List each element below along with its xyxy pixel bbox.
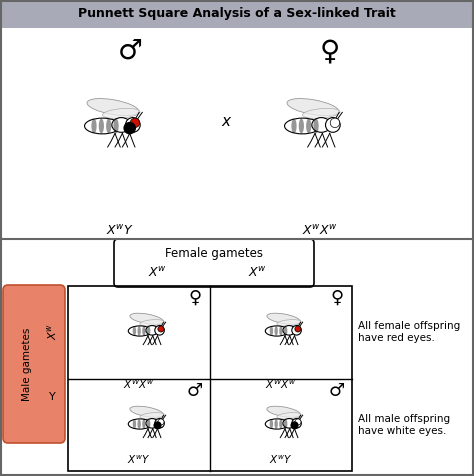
Ellipse shape bbox=[140, 319, 164, 326]
Ellipse shape bbox=[87, 99, 139, 116]
Ellipse shape bbox=[265, 419, 288, 429]
Ellipse shape bbox=[137, 326, 141, 336]
Text: x: x bbox=[221, 113, 230, 129]
Ellipse shape bbox=[299, 119, 304, 133]
Ellipse shape bbox=[277, 413, 301, 419]
Text: $X^w$: $X^w$ bbox=[248, 266, 267, 280]
Text: ♂: ♂ bbox=[118, 37, 143, 65]
Ellipse shape bbox=[140, 413, 164, 419]
Circle shape bbox=[155, 418, 164, 428]
Text: $X^WX^w$: $X^WX^w$ bbox=[123, 377, 155, 391]
Ellipse shape bbox=[274, 326, 278, 336]
Ellipse shape bbox=[284, 326, 287, 336]
Ellipse shape bbox=[279, 419, 283, 429]
Ellipse shape bbox=[267, 406, 301, 417]
Ellipse shape bbox=[99, 119, 104, 133]
Circle shape bbox=[126, 118, 140, 132]
Circle shape bbox=[158, 419, 164, 425]
Text: All male offspring
have white eyes.: All male offspring have white eyes. bbox=[358, 414, 450, 436]
Ellipse shape bbox=[306, 119, 311, 133]
Ellipse shape bbox=[270, 419, 273, 429]
Circle shape bbox=[158, 326, 164, 332]
Ellipse shape bbox=[106, 119, 111, 133]
Ellipse shape bbox=[312, 118, 331, 132]
Ellipse shape bbox=[137, 419, 141, 429]
Circle shape bbox=[292, 418, 301, 428]
Ellipse shape bbox=[267, 313, 301, 324]
Text: Female gametes: Female gametes bbox=[165, 247, 263, 259]
FancyBboxPatch shape bbox=[3, 285, 65, 443]
Ellipse shape bbox=[128, 326, 151, 336]
Ellipse shape bbox=[128, 419, 151, 429]
Ellipse shape bbox=[133, 419, 136, 429]
Circle shape bbox=[292, 326, 301, 335]
Circle shape bbox=[291, 421, 299, 429]
Ellipse shape bbox=[283, 326, 295, 335]
Ellipse shape bbox=[130, 406, 164, 417]
Ellipse shape bbox=[313, 119, 319, 133]
Ellipse shape bbox=[91, 119, 97, 133]
Ellipse shape bbox=[284, 118, 320, 134]
Ellipse shape bbox=[287, 99, 339, 116]
Text: $X^w$: $X^w$ bbox=[148, 266, 168, 280]
Ellipse shape bbox=[279, 326, 283, 336]
Ellipse shape bbox=[113, 119, 118, 133]
Text: ♂: ♂ bbox=[329, 381, 345, 399]
Circle shape bbox=[154, 421, 162, 429]
Circle shape bbox=[130, 118, 140, 128]
Ellipse shape bbox=[274, 419, 278, 429]
Ellipse shape bbox=[84, 118, 120, 134]
Text: All female offspring
have red eyes.: All female offspring have red eyes. bbox=[358, 321, 460, 343]
Ellipse shape bbox=[270, 326, 273, 336]
Ellipse shape bbox=[302, 109, 340, 119]
Circle shape bbox=[326, 118, 340, 132]
Ellipse shape bbox=[142, 326, 146, 336]
Ellipse shape bbox=[146, 326, 158, 335]
Text: Male gametes: Male gametes bbox=[22, 327, 32, 401]
Ellipse shape bbox=[265, 326, 288, 336]
Ellipse shape bbox=[292, 119, 297, 133]
Text: $X^w$: $X^w$ bbox=[45, 323, 59, 340]
Text: ♀: ♀ bbox=[330, 289, 344, 307]
Text: $X^wY$: $X^wY$ bbox=[106, 224, 134, 238]
Text: $X^wY$: $X^wY$ bbox=[127, 454, 151, 466]
Text: $X^wY$: $X^wY$ bbox=[269, 454, 293, 466]
Text: ♀: ♀ bbox=[189, 289, 201, 307]
Text: Punnett Square Analysis of a Sex-linked Trait: Punnett Square Analysis of a Sex-linked … bbox=[78, 8, 396, 20]
Text: $X^wX^w$: $X^wX^w$ bbox=[302, 224, 338, 238]
Circle shape bbox=[155, 326, 164, 335]
Ellipse shape bbox=[142, 419, 146, 429]
Ellipse shape bbox=[147, 419, 150, 429]
FancyBboxPatch shape bbox=[114, 239, 314, 287]
Text: ♀: ♀ bbox=[320, 37, 340, 65]
Ellipse shape bbox=[277, 319, 301, 326]
Ellipse shape bbox=[133, 326, 136, 336]
Bar bbox=[68, 286, 352, 471]
Circle shape bbox=[123, 122, 136, 134]
Ellipse shape bbox=[130, 313, 164, 324]
Ellipse shape bbox=[146, 418, 158, 428]
Ellipse shape bbox=[284, 419, 287, 429]
Ellipse shape bbox=[147, 326, 150, 336]
Text: Y: Y bbox=[49, 392, 55, 402]
Ellipse shape bbox=[112, 118, 131, 132]
Text: ♂: ♂ bbox=[187, 381, 203, 399]
Ellipse shape bbox=[102, 109, 140, 119]
Circle shape bbox=[330, 118, 340, 128]
Text: $X^WX^w$: $X^WX^w$ bbox=[265, 377, 297, 391]
Bar bbox=[1, 1, 473, 28]
Circle shape bbox=[295, 419, 301, 425]
Circle shape bbox=[295, 326, 301, 332]
Ellipse shape bbox=[283, 418, 295, 428]
